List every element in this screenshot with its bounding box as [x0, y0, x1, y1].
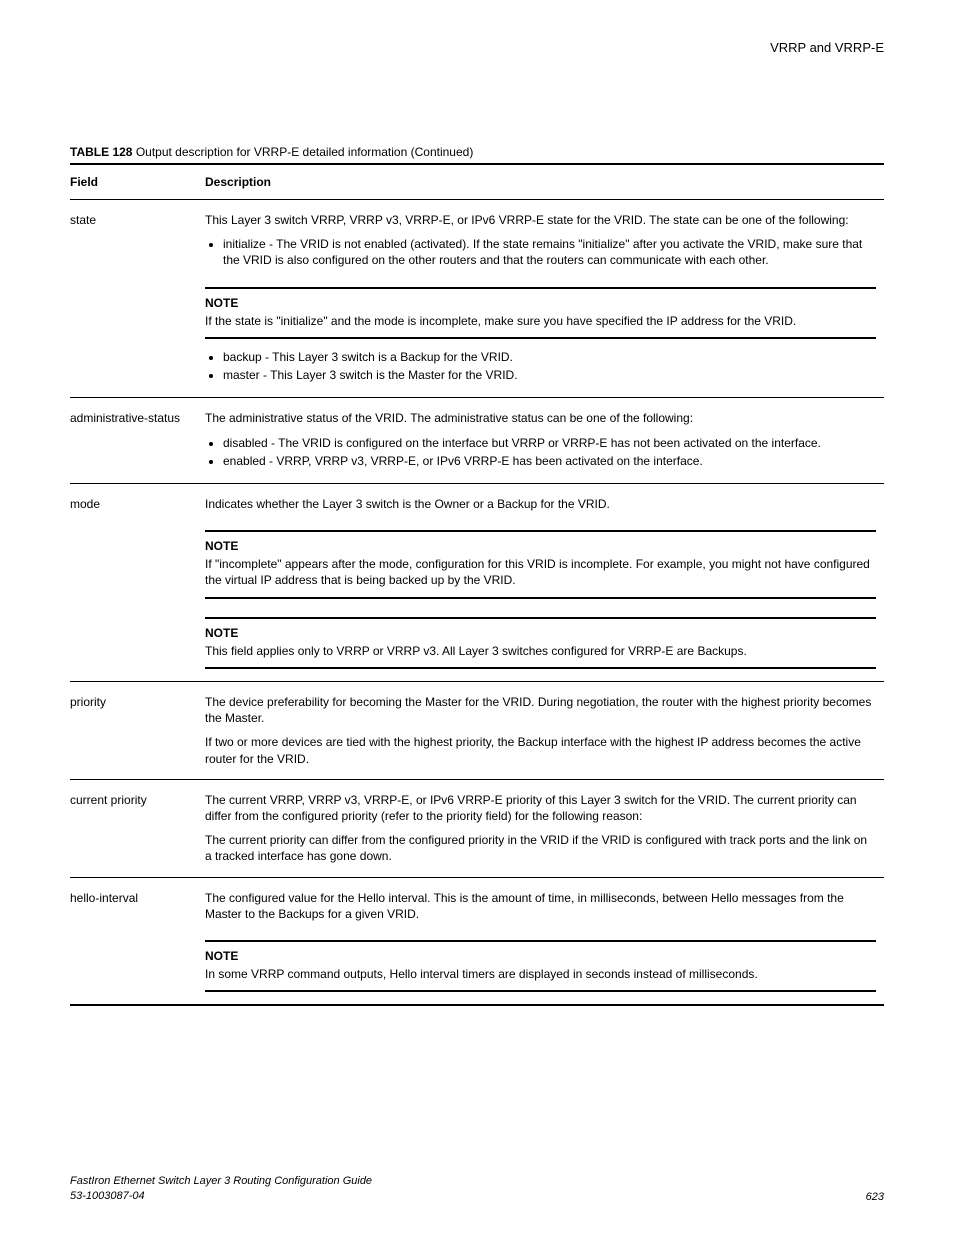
- field-description: The configured value for the Hello inter…: [205, 877, 884, 1005]
- table-row: priority The device preferability for be…: [70, 682, 884, 780]
- field-description: The current VRRP, VRRP v3, VRRP-E, or IP…: [205, 779, 884, 877]
- desc-text: The administrative status of the VRID. T…: [205, 410, 876, 426]
- table-row: state This Layer 3 switch VRRP, VRRP v3,…: [70, 200, 884, 398]
- note-label: NOTE: [205, 538, 876, 554]
- desc-text: The current priority can differ from the…: [205, 832, 876, 864]
- field-description: The device preferability for becoming th…: [205, 682, 884, 780]
- field-name: hello-interval: [70, 877, 205, 1005]
- desc-text: If two or more devices are tied with the…: [205, 734, 876, 766]
- table-row: mode Indicates whether the Layer 3 switc…: [70, 483, 884, 681]
- note-box: NOTE If the state is "initialize" and th…: [205, 287, 876, 339]
- note-box: NOTE This field applies only to VRRP or …: [205, 617, 876, 669]
- table-caption: TABLE 128 Output description for VRRP-E …: [70, 145, 884, 159]
- desc-text: This Layer 3 switch VRRP, VRRP v3, VRRP-…: [205, 212, 876, 228]
- note-label: NOTE: [205, 295, 876, 311]
- note-text: This field applies only to VRRP or VRRP …: [205, 644, 747, 658]
- table-row: current priority The current VRRP, VRRP …: [70, 779, 884, 877]
- footer-doc-number: 53-1003087-04: [70, 1189, 372, 1203]
- field-description: Indicates whether the Layer 3 switch is …: [205, 483, 884, 681]
- bullet-list: disabled - The VRID is configured on the…: [205, 435, 876, 469]
- col-description: Description: [205, 164, 884, 200]
- list-item: initialize - The VRID is not enabled (ac…: [223, 236, 876, 268]
- table-caption-desc: Output description for VRRP-E detailed i…: [136, 145, 474, 159]
- page-footer: FastIron Ethernet Switch Layer 3 Routing…: [70, 1174, 884, 1203]
- page-content: TABLE 128 Output description for VRRP-E …: [70, 145, 884, 1006]
- list-item: enabled - VRRP, VRRP v3, VRRP-E, or IPv6…: [223, 453, 876, 469]
- footer-page-number: 623: [866, 1191, 884, 1203]
- output-description-table: Field Description state This Layer 3 swi…: [70, 163, 884, 1006]
- note-box: NOTE If "incomplete" appears after the m…: [205, 530, 876, 599]
- list-item: disabled - The VRID is configured on the…: [223, 435, 876, 451]
- field-description: This Layer 3 switch VRRP, VRRP v3, VRRP-…: [205, 200, 884, 398]
- note-text: In some VRRP command outputs, Hello inte…: [205, 967, 758, 981]
- col-field: Field: [70, 164, 205, 200]
- field-name: current priority: [70, 779, 205, 877]
- table-row: administrative-status The administrative…: [70, 398, 884, 484]
- list-item: master - This Layer 3 switch is the Mast…: [223, 367, 876, 383]
- desc-text: Indicates whether the Layer 3 switch is …: [205, 496, 876, 512]
- table-caption-label: TABLE 128: [70, 145, 132, 159]
- field-name: administrative-status: [70, 398, 205, 484]
- footer-doc-title: FastIron Ethernet Switch Layer 3 Routing…: [70, 1174, 372, 1188]
- desc-text: The current VRRP, VRRP v3, VRRP-E, or IP…: [205, 792, 876, 824]
- note-text: If "incomplete" appears after the mode, …: [205, 557, 870, 587]
- bullet-list: backup - This Layer 3 switch is a Backup…: [205, 349, 876, 383]
- field-name: state: [70, 200, 205, 398]
- note-text: If the state is "initialize" and the mod…: [205, 314, 796, 328]
- footer-left: FastIron Ethernet Switch Layer 3 Routing…: [70, 1174, 372, 1203]
- field-name: mode: [70, 483, 205, 681]
- field-description: The administrative status of the VRID. T…: [205, 398, 884, 484]
- table-header-row: Field Description: [70, 164, 884, 200]
- header-section-title: VRRP and VRRP-E: [770, 40, 884, 55]
- field-name: priority: [70, 682, 205, 780]
- bullet-list: initialize - The VRID is not enabled (ac…: [205, 236, 876, 268]
- note-box: NOTE In some VRRP command outputs, Hello…: [205, 940, 876, 992]
- table-row: hello-interval The configured value for …: [70, 877, 884, 1005]
- desc-text: The configured value for the Hello inter…: [205, 890, 876, 922]
- desc-text: The device preferability for becoming th…: [205, 694, 876, 726]
- note-label: NOTE: [205, 625, 876, 641]
- page: VRRP and VRRP-E TABLE 128 Output descrip…: [0, 0, 954, 1235]
- list-item: backup - This Layer 3 switch is a Backup…: [223, 349, 876, 365]
- note-label: NOTE: [205, 948, 876, 964]
